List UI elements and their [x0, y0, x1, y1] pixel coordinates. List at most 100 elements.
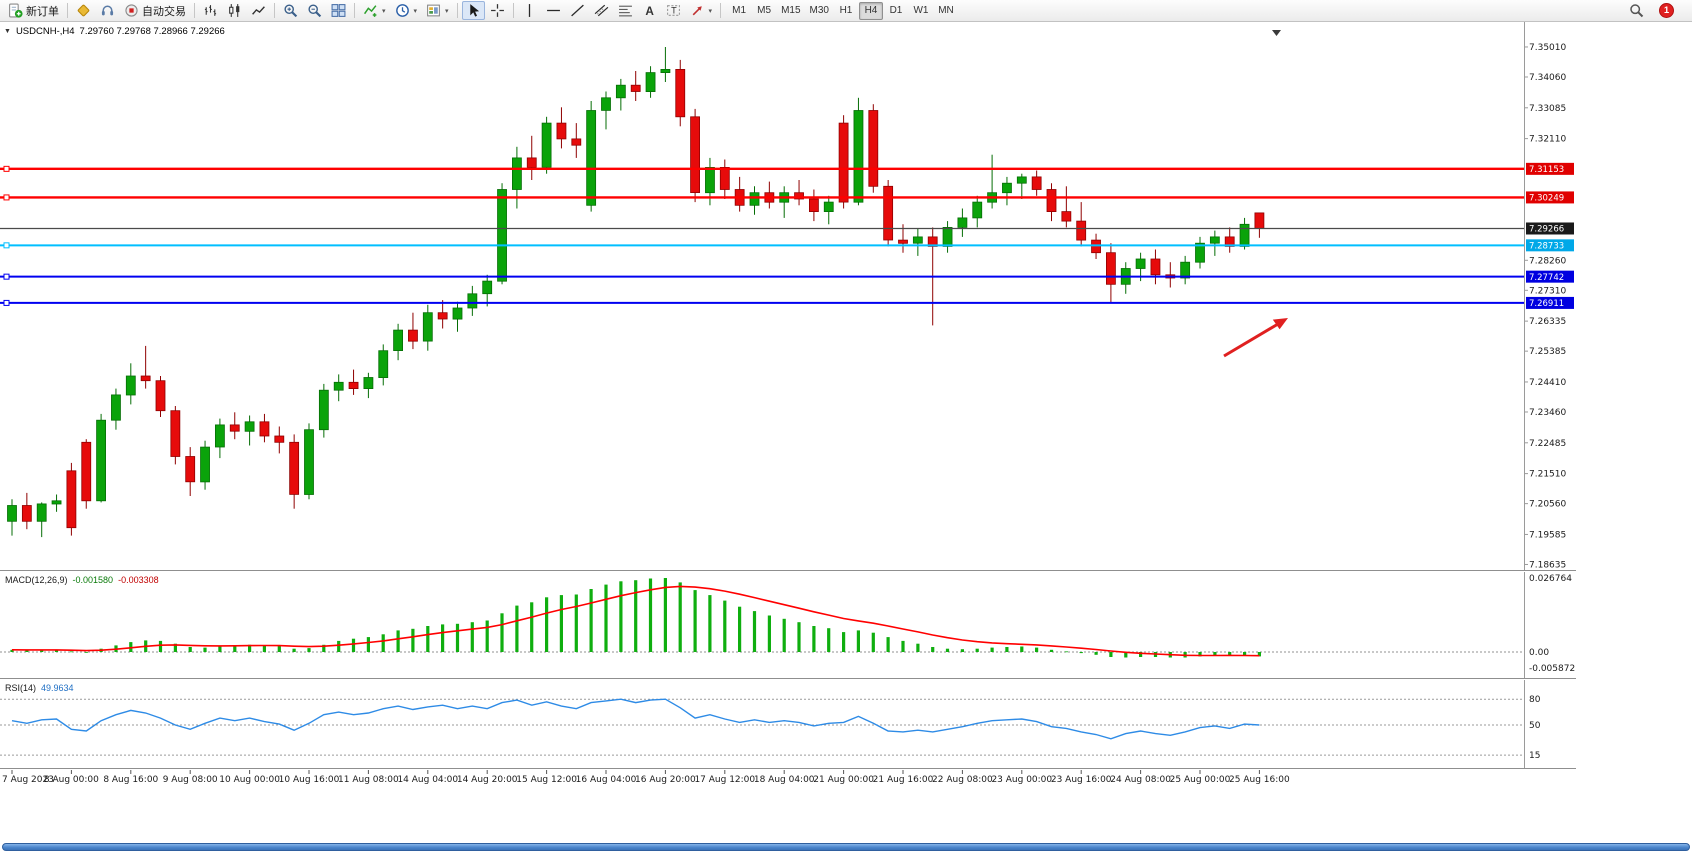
svg-text:7.23460: 7.23460	[1529, 408, 1566, 418]
chart-canvas[interactable]: 7.31153 7.30249 7.29266 7.28733 7.27742 7.269…	[0, 22, 1692, 853]
templates-icon	[427, 4, 440, 17]
svg-text:7.19585: 7.19585	[1529, 530, 1566, 540]
svg-text:25 Aug 00:00: 25 Aug 00:00	[1170, 775, 1231, 785]
svg-text:7.22485: 7.22485	[1529, 439, 1566, 449]
notification-count: 1	[1663, 5, 1670, 16]
price-tag	[1526, 296, 1574, 309]
notification-badge[interactable]: 1	[1659, 3, 1674, 18]
svg-text:9 Aug 08:00: 9 Aug 08:00	[163, 775, 218, 785]
support-button[interactable]	[96, 1, 119, 20]
crosshair-button[interactable]	[486, 1, 509, 20]
caret-down-icon: ▾	[382, 7, 386, 15]
trendline-icon	[570, 4, 584, 17]
caret-down-icon: ▾	[708, 7, 713, 15]
cursor-button[interactable]	[461, 1, 485, 20]
line-handle[interactable]	[3, 194, 10, 201]
arrow-annotation[interactable]	[1223, 322, 1279, 358]
timeframe-m15-button[interactable]: M15	[777, 2, 804, 20]
svg-text:10 Aug 00:00: 10 Aug 00:00	[219, 775, 280, 785]
search-button[interactable]	[1625, 1, 1648, 20]
line-handle[interactable]	[3, 299, 10, 306]
templates-button[interactable]: ▾	[422, 1, 453, 20]
vertical-line-icon	[528, 4, 530, 17]
rsi-name: RSI(14)	[5, 683, 37, 693]
chart-header: ▼ USDCNH-,H4 7.29760 7.29768 7.28966 7.2…	[4, 26, 225, 37]
svg-text:25 Aug 16:00: 25 Aug 16:00	[1229, 775, 1290, 785]
main-toolbar: 新订单 自动交易	[0, 0, 1692, 22]
chart-menu-dropdown-icon[interactable]: ▼	[4, 28, 11, 35]
arrow-annotation-head	[1272, 318, 1288, 330]
timeframe-h4-button[interactable]: H4	[858, 1, 883, 20]
tile-windows-button[interactable]	[327, 1, 350, 20]
timeframe-w1-button[interactable]: W1	[909, 2, 933, 20]
auto-trading-label: 自动交易	[142, 5, 186, 18]
timeframe-m5-button[interactable]: M5	[752, 2, 776, 20]
timeframe-d1-button[interactable]: D1	[884, 2, 908, 20]
svg-text:8 Aug 00:00: 8 Aug 00:00	[44, 775, 99, 785]
fibonacci-icon	[618, 5, 632, 17]
channel-icon	[594, 4, 608, 17]
horizontal-scrollbar[interactable]	[2, 843, 1690, 851]
text-icon: A	[645, 5, 654, 18]
line-handle[interactable]	[3, 273, 10, 280]
new-order-icon	[9, 3, 23, 18]
macd-label: MACD(12,26,9) -0.001580 -0.003308	[5, 575, 159, 585]
svg-text:15: 15	[1529, 751, 1540, 761]
equidistant-channel-button[interactable]	[590, 1, 613, 20]
auto-trading-button[interactable]: 自动交易	[120, 1, 190, 20]
periods-button[interactable]: ▾	[391, 1, 422, 20]
new-order-button[interactable]: 新订单	[4, 1, 63, 20]
svg-text:7.34060: 7.34060	[1529, 73, 1566, 83]
zoom-in-icon	[284, 4, 298, 18]
line-handle[interactable]	[3, 242, 10, 249]
price-axis[interactable]: 7.35010 7.34060 7.33085 7.32110 7.28260 7.273…	[1524, 43, 1566, 571]
fibonacci-button[interactable]	[614, 1, 637, 20]
line-handle[interactable]	[3, 165, 10, 172]
arrows-button[interactable]: ▾	[686, 1, 717, 20]
rsi-value: 49.9634	[41, 683, 74, 693]
svg-text:A: A	[645, 5, 654, 18]
timeframe-h1-button[interactable]: H1	[834, 2, 858, 20]
indicators-icon	[363, 5, 377, 17]
svg-text:11 Aug 08:00: 11 Aug 08:00	[338, 775, 399, 785]
svg-text:7.35010: 7.35010	[1529, 43, 1566, 53]
crosshair-icon	[490, 4, 504, 17]
charts-profile-button[interactable]	[72, 1, 95, 20]
text-button[interactable]: A	[638, 1, 661, 20]
svg-text:21 Aug 00:00: 21 Aug 00:00	[813, 775, 874, 785]
diamond-icon	[77, 4, 90, 17]
price-tag	[1526, 239, 1574, 252]
vertical-line-button[interactable]	[518, 1, 541, 20]
macd-histogram	[10, 578, 1261, 658]
svg-text:16 Aug 20:00: 16 Aug 20:00	[635, 775, 696, 785]
timeframe-m1-button[interactable]: M1	[727, 2, 751, 20]
zoom-in-button[interactable]	[279, 1, 302, 20]
svg-text:7.27310: 7.27310	[1529, 286, 1566, 296]
svg-text:7.26911: 7.26911	[1529, 299, 1564, 309]
macd-main-value: -0.001580	[72, 575, 114, 585]
svg-text:22 Aug 08:00: 22 Aug 08:00	[932, 775, 993, 785]
timeframe-mn-button[interactable]: MN	[934, 2, 958, 20]
svg-text:7.32110: 7.32110	[1529, 135, 1566, 145]
bar-chart-button[interactable]	[199, 1, 222, 20]
candlestick-chart-button[interactable]	[223, 1, 246, 20]
svg-text:21 Aug 16:00: 21 Aug 16:00	[873, 775, 934, 785]
zoom-out-button[interactable]	[303, 1, 326, 20]
timeframe-m30-button[interactable]: M30	[806, 2, 833, 20]
text-label-button[interactable]: T	[662, 1, 685, 20]
macd-name: MACD(12,26,9)	[5, 575, 68, 585]
autotrading-icon	[125, 4, 138, 17]
line-chart-button[interactable]	[247, 1, 270, 20]
horizontal-line-button[interactable]	[542, 1, 565, 20]
chart-ohlc-values: 7.29760 7.29768 7.28966 7.29266	[79, 26, 225, 37]
caret-down-icon: ▾	[413, 7, 418, 15]
indicators-button[interactable]: ▾	[359, 1, 390, 20]
trendline-button[interactable]	[566, 1, 589, 20]
price-shift-marker[interactable]	[1272, 30, 1281, 36]
svg-text:7.28260: 7.28260	[1529, 256, 1566, 266]
price-tag	[1526, 162, 1574, 175]
svg-text:7.33085: 7.33085	[1529, 104, 1566, 114]
cursor-icon	[469, 4, 479, 17]
svg-text:18 Aug 04:00: 18 Aug 04:00	[754, 775, 815, 785]
